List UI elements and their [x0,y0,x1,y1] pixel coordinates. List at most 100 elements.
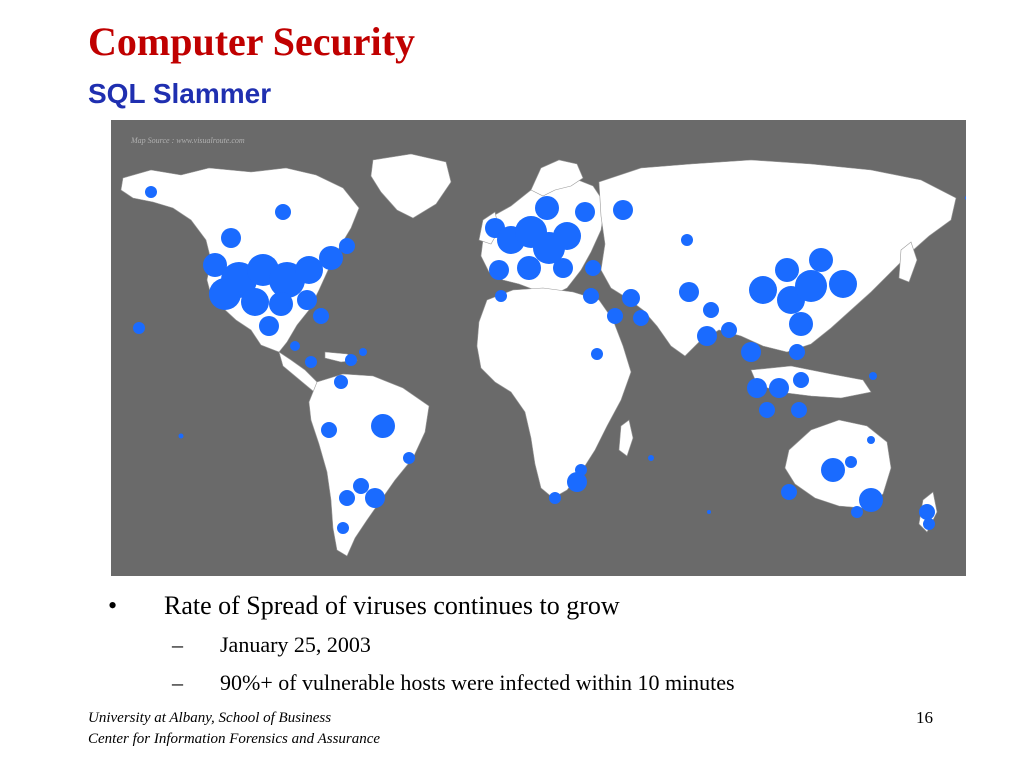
page-number: 16 [916,708,933,727]
infection-dot [321,422,337,438]
infection-dot [553,258,573,278]
greenland-landmass [370,153,452,219]
en-dash-icon: – [172,670,183,695]
infection-dot [749,276,777,304]
infection-dot [867,436,875,444]
footer-line-1: University at Albany, School of Business [88,710,332,726]
infection-dot [371,414,395,438]
infection-dot [681,234,693,246]
infection-dot [365,488,385,508]
infection-dot [575,464,587,476]
infection-dot [535,196,559,220]
infection-dot [759,402,775,418]
infection-dot [259,316,279,336]
infection-dot [791,402,807,418]
infection-dot [703,302,719,318]
infection-dot [241,288,269,316]
infection-dot [495,290,507,302]
infection-dot [793,372,809,388]
infection-dots [133,186,966,534]
southeast-asia-islands [750,365,872,399]
slide-title: Computer Security [88,19,415,64]
infection-dot [133,322,145,334]
infection-dot [697,326,717,346]
infection-dot [747,378,767,398]
slide-subtitle: SQL Slammer [88,78,272,109]
footer-line-2: Center for Information Forensics and Ass… [88,731,381,747]
infection-dot [334,375,348,389]
infection-dot [633,310,649,326]
infection-dot [353,478,369,494]
infection-dot [741,342,761,362]
japan-landmass [898,241,918,283]
infection-dot [591,348,603,360]
infection-dot [585,260,601,276]
infection-dot [829,270,857,298]
infection-dot [795,270,827,302]
infection-world-map: Map Source : www.visualroute.com [111,120,966,576]
infection-dot [553,222,581,250]
infection-dot [845,456,857,468]
infection-dot [809,248,833,272]
bullet-list: • Rate of Spread of viruses continues to… [100,586,980,702]
infection-dot [575,202,595,222]
infection-dot [769,378,789,398]
infection-dot [583,288,599,304]
sub-bullet-item: – 90%+ of vulnerable hosts were infected… [100,664,980,702]
infection-dot [290,341,300,351]
infection-dot [178,433,184,439]
infection-dot [567,472,587,492]
infection-dot [275,204,291,220]
bullet-dot-icon: • [108,591,118,620]
infection-dot [781,484,797,500]
map-source-credit: Map Source : www.visualroute.com [131,136,245,145]
infection-dot [339,490,355,506]
infection-dot [337,522,349,534]
infection-dot [313,308,329,324]
infection-dot [613,200,633,220]
infection-dot [359,348,367,356]
sub-bullet-text: 90%+ of vulnerable hosts were infected w… [220,670,735,695]
infection-dot [297,290,317,310]
landmasses [120,153,957,557]
infection-dot [707,510,711,514]
infection-dot [295,256,323,284]
infection-dot [209,278,241,310]
south-america-landmass [308,373,430,557]
scandinavia-landmass [530,159,584,197]
infection-dot [859,488,883,512]
infection-dot [345,354,357,366]
infection-dot [775,258,799,282]
infection-dot [919,504,935,520]
infection-dot [965,196,966,200]
infection-dot [789,312,813,336]
infection-dot [622,289,640,307]
sub-bullet-text: January 25, 2003 [220,632,371,657]
infection-dot [145,186,157,198]
infection-dot [489,260,509,280]
infection-dot [821,458,845,482]
bullet-item: • Rate of Spread of viruses continues to… [100,586,980,626]
infection-dot [607,308,623,324]
infection-dot [789,344,805,360]
world-map-graphic [120,153,966,557]
infection-dot [319,246,343,270]
infection-dot [203,253,227,277]
infection-dot [851,506,863,518]
madagascar-landmass [618,419,634,457]
infection-dot [923,518,935,530]
infection-dot [648,455,654,461]
infection-dot [305,356,317,368]
footer-institution: University at Albany, School of Business… [88,708,380,750]
infection-dot [269,292,293,316]
infection-dot [221,228,241,248]
infection-dot [721,322,737,338]
infection-dot [869,372,877,380]
infection-dot [403,452,415,464]
infection-dot [517,256,541,280]
en-dash-icon: – [172,632,183,657]
sub-bullet-item: – January 25, 2003 [100,626,980,664]
infection-dot [679,282,699,302]
bullet-text: Rate of Spread of viruses continues to g… [164,591,620,620]
